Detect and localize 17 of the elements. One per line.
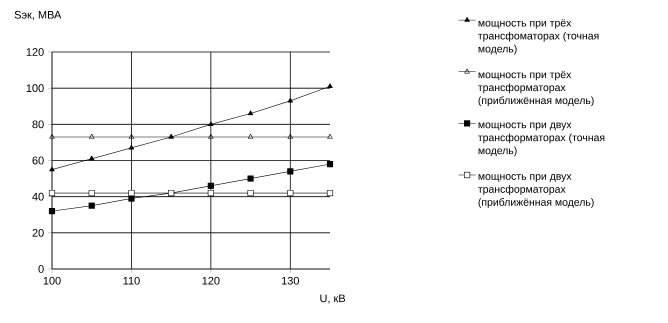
x-tick-label: 100: [44, 276, 61, 285]
y-tick-label: 0: [38, 265, 44, 273]
legend-label: мощность при двух трансформаторах (точная модель): [478, 122, 604, 156]
y-axis-title: Sэк, МВА: [14, 10, 62, 20]
y-tick-label: 80: [32, 120, 44, 128]
y-tick-label: 60: [32, 156, 44, 164]
y-tick-label: 120: [26, 48, 44, 56]
legend-label: мощность при трёх трансфоматорах (точная модель): [478, 19, 599, 55]
legend-label: мощность при трёх трансформаторах (приближённая модель): [478, 70, 594, 106]
x-tick-label: 110: [124, 276, 140, 285]
x-tick-label: 120: [202, 276, 220, 285]
x-axis-title: U, кВ: [320, 294, 346, 304]
y-tick-label: 100: [26, 84, 44, 92]
y-tick-label: 20: [32, 228, 44, 237]
y-tick-label: 40: [32, 192, 44, 201]
legend-label: мощность при двух трансформаторах (приближённая модель): [478, 174, 594, 208]
x-tick-label: 130: [282, 276, 299, 285]
